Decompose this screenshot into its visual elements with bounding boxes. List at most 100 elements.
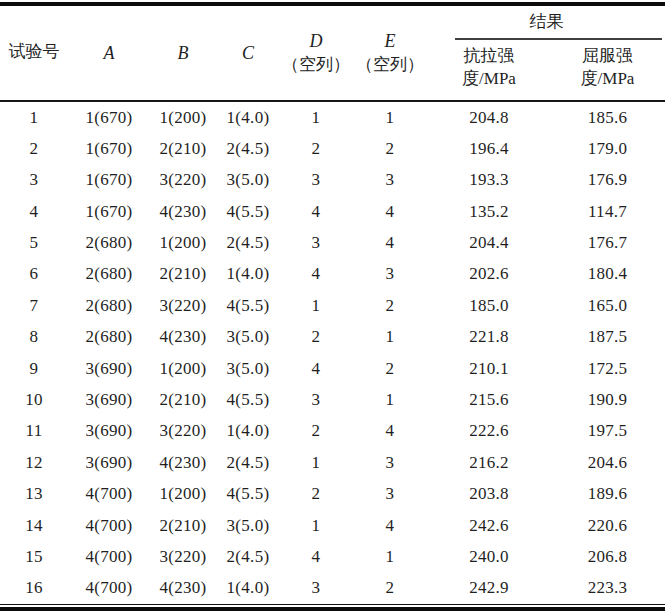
table-cell: 4(230): [150, 573, 216, 605]
table-cell: 114.7: [550, 196, 665, 227]
table-cell: 4: [352, 510, 428, 541]
table-row: 123(690)4(230)2(4.5)13216.2204.6: [0, 447, 665, 478]
table-cell: 165.0: [550, 290, 665, 321]
table-cell: 1: [352, 541, 428, 572]
table-cell: 215.6: [428, 384, 550, 415]
table-row: 52(680)1(200)2(4.5)34204.4176.7: [0, 227, 665, 258]
table-cell: 4: [280, 541, 352, 572]
table-cell: 9: [0, 353, 68, 384]
table-cell: 216.2: [428, 447, 550, 478]
table-cell: 187.5: [550, 322, 665, 353]
table-cell: 2: [280, 133, 352, 164]
table-header: 试验号 A B C D （空列） E （空列） 结果 抗拉强 度/MPa 屈服强…: [0, 4, 665, 101]
table-cell: 223.3: [550, 573, 665, 605]
table-cell: 1(4.0): [216, 101, 280, 133]
table-cell: 3(220): [150, 416, 216, 447]
table-cell: 3(5.0): [216, 322, 280, 353]
table-cell: 3: [280, 165, 352, 196]
table-cell: 2(210): [150, 510, 216, 541]
table-cell: 185.6: [550, 101, 665, 133]
table-row: 103(690)2(210)4(5.5)31215.6190.9: [0, 384, 665, 415]
table-cell: 2: [352, 133, 428, 164]
table-cell: 172.5: [550, 353, 665, 384]
table-cell: 13: [0, 479, 68, 510]
table-cell: 4(5.5): [216, 196, 280, 227]
table-cell: 14: [0, 510, 68, 541]
table-cell: 7: [0, 290, 68, 321]
table-cell: 1(4.0): [216, 259, 280, 290]
table-cell: 4: [352, 227, 428, 258]
table-cell: 1(670): [68, 165, 150, 196]
table-row: 154(700)3(220)2(4.5)41240.0206.8: [0, 541, 665, 572]
table-cell: 10: [0, 384, 68, 415]
table-cell: 1: [280, 510, 352, 541]
table-cell: 4: [352, 416, 428, 447]
table-cell: 1(670): [68, 101, 150, 133]
table-cell: 242.9: [428, 573, 550, 605]
table-cell: 4(230): [150, 322, 216, 353]
table-cell: 3(220): [150, 165, 216, 196]
table-cell: 1(200): [150, 353, 216, 384]
table-body: 11(670)1(200)1(4.0)11204.8185.621(670)2(…: [0, 101, 665, 605]
table-cell: 4(700): [68, 541, 150, 572]
table-cell: 3: [352, 447, 428, 478]
table-cell: 1(4.0): [216, 416, 280, 447]
table-cell: 204.6: [550, 447, 665, 478]
table-cell: 4(5.5): [216, 290, 280, 321]
table-row: 31(670)3(220)3(5.0)33193.3176.9: [0, 165, 665, 196]
table-cell: 2: [352, 290, 428, 321]
table-row: 134(700)1(200)4(5.5)23203.8189.6: [0, 479, 665, 510]
header-row-1: 试验号 A B C D （空列） E （空列） 结果: [0, 4, 665, 40]
table-cell: 2(210): [150, 259, 216, 290]
header-factor-b: B: [150, 4, 216, 101]
table-cell: 1: [280, 101, 352, 133]
header-factor-e-letter: E: [385, 31, 396, 51]
table-cell: 2: [0, 133, 68, 164]
table-cell: 3: [280, 573, 352, 605]
table-row: 62(680)2(210)1(4.0)43202.6180.4: [0, 259, 665, 290]
table-cell: 15: [0, 541, 68, 572]
header-test-no: 试验号: [0, 4, 68, 101]
header-factor-c: C: [216, 4, 280, 101]
table-cell: 3(5.0): [216, 165, 280, 196]
header-result-group: 结果: [428, 4, 665, 40]
table-cell: 3: [280, 384, 352, 415]
table-row: 113(690)3(220)1(4.0)24222.6197.5: [0, 416, 665, 447]
table-cell: 2: [280, 322, 352, 353]
table-cell: 1: [0, 101, 68, 133]
table-cell: 204.4: [428, 227, 550, 258]
table-cell: 204.8: [428, 101, 550, 133]
header-factor-d: D （空列）: [280, 4, 352, 101]
header-result-label: 结果: [428, 6, 665, 38]
table-cell: 4(700): [68, 510, 150, 541]
table-cell: 197.5: [550, 416, 665, 447]
table-cell: 1(670): [68, 133, 150, 164]
table-cell: 193.3: [428, 165, 550, 196]
table-cell: 176.9: [550, 165, 665, 196]
table-cell: 2(210): [150, 384, 216, 415]
table-cell: 3(5.0): [216, 510, 280, 541]
table-cell: 2: [352, 573, 428, 605]
table-cell: 16: [0, 573, 68, 605]
table-cell: 2(210): [150, 133, 216, 164]
table-cell: 210.1: [428, 353, 550, 384]
table-cell: 222.6: [428, 416, 550, 447]
table-cell: 5: [0, 227, 68, 258]
table-cell: 242.6: [428, 510, 550, 541]
table-cell: 1: [280, 447, 352, 478]
table-cell: 203.8: [428, 479, 550, 510]
table-cell: 3(5.0): [216, 353, 280, 384]
orthogonal-test-table: 试验号 A B C D （空列） E （空列） 结果 抗拉强 度/MPa 屈服强…: [0, 2, 665, 605]
table-cell: 2: [280, 416, 352, 447]
table-cell: 1: [280, 290, 352, 321]
header-tensile-strength: 抗拉强 度/MPa: [428, 40, 550, 101]
table-row: 21(670)2(210)2(4.5)22196.4179.0: [0, 133, 665, 164]
table-cell: 189.6: [550, 479, 665, 510]
table-cell: 3: [0, 165, 68, 196]
table-cell: 4(230): [150, 196, 216, 227]
table-cell: 4: [352, 196, 428, 227]
table-cell: 4: [0, 196, 68, 227]
table-row: 164(700)4(230)1(4.0)32242.9223.3: [0, 573, 665, 605]
table-cell: 221.8: [428, 322, 550, 353]
table-cell: 4: [280, 353, 352, 384]
